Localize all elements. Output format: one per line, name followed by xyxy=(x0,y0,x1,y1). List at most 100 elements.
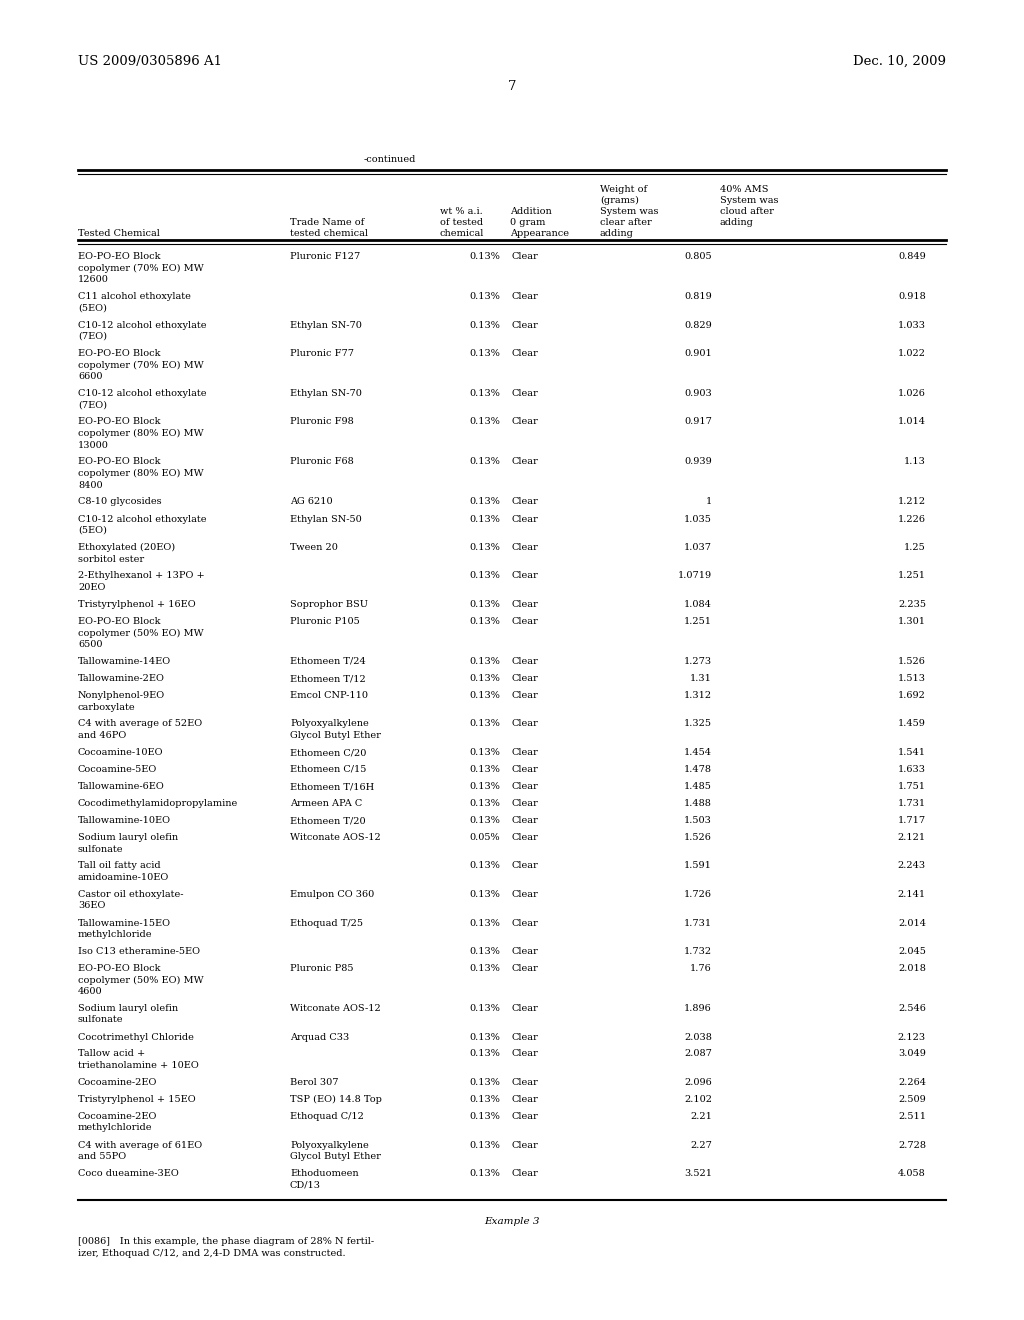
Text: Ethylan SN-50: Ethylan SN-50 xyxy=(290,515,361,524)
Text: Ethomeen T/12: Ethomeen T/12 xyxy=(290,675,366,682)
Text: 1.731: 1.731 xyxy=(898,799,926,808)
Text: C10-12 alcohol ethoxylate: C10-12 alcohol ethoxylate xyxy=(78,515,207,524)
Text: Tristyrylphenol + 15EO: Tristyrylphenol + 15EO xyxy=(78,1096,196,1104)
Text: Clear: Clear xyxy=(512,252,539,261)
Text: 1.591: 1.591 xyxy=(684,862,712,870)
Text: 2.096: 2.096 xyxy=(684,1078,712,1086)
Text: 0.13%: 0.13% xyxy=(469,543,500,552)
Text: 2.511: 2.511 xyxy=(898,1111,926,1121)
Text: 8400: 8400 xyxy=(78,480,102,490)
Text: 20EO: 20EO xyxy=(78,583,105,591)
Text: 1.325: 1.325 xyxy=(684,719,712,729)
Text: cloud after: cloud after xyxy=(720,207,774,216)
Text: Pluronic F68: Pluronic F68 xyxy=(290,458,353,466)
Text: Tallowamine-14EO: Tallowamine-14EO xyxy=(78,657,171,667)
Text: Clear: Clear xyxy=(512,321,539,330)
Text: AG 6210: AG 6210 xyxy=(290,498,333,507)
Text: Ethomeen T/24: Ethomeen T/24 xyxy=(290,657,366,667)
Text: Tested Chemical: Tested Chemical xyxy=(78,228,160,238)
Text: 2.243: 2.243 xyxy=(898,862,926,870)
Text: Clear: Clear xyxy=(512,719,539,729)
Text: carboxylate: carboxylate xyxy=(78,702,135,711)
Text: 0.13%: 0.13% xyxy=(469,919,500,928)
Text: (grams): (grams) xyxy=(600,195,639,205)
Text: 1.726: 1.726 xyxy=(684,890,712,899)
Text: 1.273: 1.273 xyxy=(684,657,712,667)
Text: Berol 307: Berol 307 xyxy=(290,1078,339,1086)
Text: 1.022: 1.022 xyxy=(898,348,926,358)
Text: Example 3: Example 3 xyxy=(484,1217,540,1226)
Text: Clear: Clear xyxy=(512,515,539,524)
Text: Pluronic F77: Pluronic F77 xyxy=(290,348,354,358)
Text: 1.503: 1.503 xyxy=(684,816,712,825)
Text: 1.459: 1.459 xyxy=(898,719,926,729)
Text: Clear: Clear xyxy=(512,1096,539,1104)
Text: (5EO): (5EO) xyxy=(78,304,106,313)
Text: 1.035: 1.035 xyxy=(684,515,712,524)
Text: Clear: Clear xyxy=(512,964,539,973)
Text: 7: 7 xyxy=(508,81,516,92)
Text: Nonylphenol-9EO: Nonylphenol-9EO xyxy=(78,690,165,700)
Text: Clear: Clear xyxy=(512,348,539,358)
Text: Ethomeen C/15: Ethomeen C/15 xyxy=(290,766,367,774)
Text: System was: System was xyxy=(600,207,658,216)
Text: copolymer (50% EO) MW: copolymer (50% EO) MW xyxy=(78,628,204,638)
Text: triethanolamine + 10EO: triethanolamine + 10EO xyxy=(78,1061,199,1071)
Text: Clear: Clear xyxy=(512,572,539,581)
Text: izer, Ethoquad C/12, and 2,4-D DMA was constructed.: izer, Ethoquad C/12, and 2,4-D DMA was c… xyxy=(78,1250,346,1258)
Text: Appearance: Appearance xyxy=(510,228,569,238)
Text: Addition: Addition xyxy=(510,207,552,216)
Text: Polyoxyalkylene: Polyoxyalkylene xyxy=(290,1140,369,1150)
Text: 0.13%: 0.13% xyxy=(469,748,500,756)
Text: sulfonate: sulfonate xyxy=(78,1015,124,1024)
Text: 0.13%: 0.13% xyxy=(469,601,500,609)
Text: Pluronic P85: Pluronic P85 xyxy=(290,964,353,973)
Text: 0.13%: 0.13% xyxy=(469,389,500,399)
Text: 0.13%: 0.13% xyxy=(469,515,500,524)
Text: Witconate AOS-12: Witconate AOS-12 xyxy=(290,1005,381,1012)
Text: 0.13%: 0.13% xyxy=(469,719,500,729)
Text: 0 gram: 0 gram xyxy=(510,218,546,227)
Text: of tested: of tested xyxy=(440,218,483,227)
Text: -continued: -continued xyxy=(364,154,416,164)
Text: 1.692: 1.692 xyxy=(898,690,926,700)
Text: Witconate AOS-12: Witconate AOS-12 xyxy=(290,833,381,842)
Text: Clear: Clear xyxy=(512,292,539,301)
Text: Coco dueamine-3EO: Coco dueamine-3EO xyxy=(78,1170,179,1177)
Text: 1.488: 1.488 xyxy=(684,799,712,808)
Text: C4 with average of 52EO: C4 with average of 52EO xyxy=(78,719,202,729)
Text: Tween 20: Tween 20 xyxy=(290,543,338,552)
Text: Clear: Clear xyxy=(512,799,539,808)
Text: TSP (EO) 14.8 Top: TSP (EO) 14.8 Top xyxy=(290,1096,382,1104)
Text: methylchloride: methylchloride xyxy=(78,931,153,939)
Text: chemical: chemical xyxy=(440,228,484,238)
Text: copolymer (50% EO) MW: copolymer (50% EO) MW xyxy=(78,975,204,985)
Text: 0.13%: 0.13% xyxy=(469,348,500,358)
Text: C10-12 alcohol ethoxylate: C10-12 alcohol ethoxylate xyxy=(78,321,207,330)
Text: 2.546: 2.546 xyxy=(898,1005,926,1012)
Text: 0.13%: 0.13% xyxy=(469,862,500,870)
Text: Clear: Clear xyxy=(512,458,539,466)
Text: Ethoxylated (20EO): Ethoxylated (20EO) xyxy=(78,543,175,552)
Text: 1.084: 1.084 xyxy=(684,601,712,609)
Text: 0.901: 0.901 xyxy=(684,348,712,358)
Text: 0.13%: 0.13% xyxy=(469,1096,500,1104)
Text: Clear: Clear xyxy=(512,862,539,870)
Text: Castor oil ethoxylate-: Castor oil ethoxylate- xyxy=(78,890,183,899)
Text: Clear: Clear xyxy=(512,543,539,552)
Text: 1.033: 1.033 xyxy=(898,321,926,330)
Text: EO-PO-EO Block: EO-PO-EO Block xyxy=(78,964,161,973)
Text: Ethomeen T/20: Ethomeen T/20 xyxy=(290,816,366,825)
Text: 0.13%: 0.13% xyxy=(469,1032,500,1041)
Text: 1.717: 1.717 xyxy=(898,816,926,825)
Text: 1.731: 1.731 xyxy=(684,919,712,928)
Text: Pluronic F127: Pluronic F127 xyxy=(290,252,360,261)
Text: Clear: Clear xyxy=(512,1005,539,1012)
Text: Clear: Clear xyxy=(512,675,539,682)
Text: 1.251: 1.251 xyxy=(898,572,926,581)
Text: 1.633: 1.633 xyxy=(898,766,926,774)
Text: Glycol Butyl Ether: Glycol Butyl Ether xyxy=(290,1152,381,1162)
Text: 1.13: 1.13 xyxy=(904,458,926,466)
Text: Clear: Clear xyxy=(512,890,539,899)
Text: 2.018: 2.018 xyxy=(898,964,926,973)
